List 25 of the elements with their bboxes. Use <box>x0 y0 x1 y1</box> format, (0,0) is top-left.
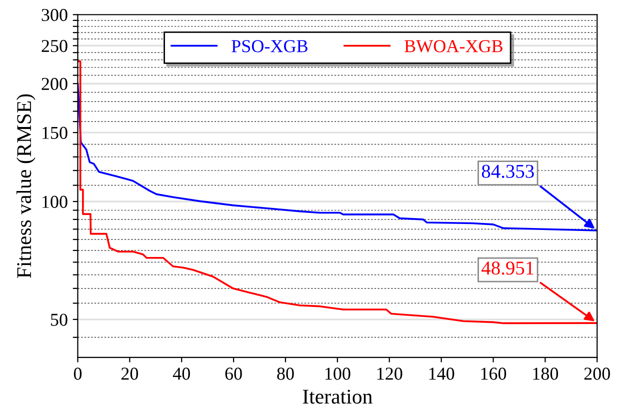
annotation: 48.951 <box>482 262 534 275</box>
y-axis-title: Fitness value (RMSE) <box>16 94 36 278</box>
x-axis-title: Iteration <box>302 390 372 404</box>
line-series <box>78 82 598 232</box>
legend-label: PSO-XGB <box>232 40 308 52</box>
y-tick-label: 50 <box>51 314 68 326</box>
x-tick-label: 0 <box>74 368 82 380</box>
x-tick-label: 60 <box>225 368 242 380</box>
y-tick-label: 150 <box>42 126 68 139</box>
x-tick-label: 140 <box>429 368 454 380</box>
legend-label: BWOA-XGB <box>404 40 502 52</box>
x-tick-label: 40 <box>172 368 190 380</box>
line-series <box>78 60 598 324</box>
x-tick-label: 80 <box>277 368 294 380</box>
x-tick-label: 20 <box>121 368 138 380</box>
annotation: 84.353 <box>482 164 534 178</box>
y-tick-label: 100 <box>42 196 68 208</box>
x-tick-label: 160 <box>481 368 506 380</box>
x-tick-label: 200 <box>584 368 610 380</box>
x-tick-label: 180 <box>533 368 558 380</box>
y-tick-label: 200 <box>42 78 68 90</box>
y-tick-label: 250 <box>42 40 68 52</box>
x-tick-label: 120 <box>377 368 402 380</box>
x-tick-label: 100 <box>325 368 350 380</box>
y-tick-label: 300 <box>42 8 68 22</box>
